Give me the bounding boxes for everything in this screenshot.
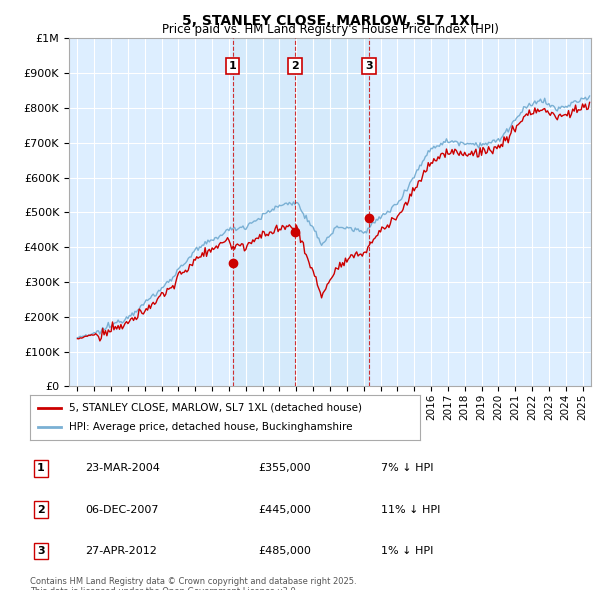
Text: 11% ↓ HPI: 11% ↓ HPI (381, 505, 440, 514)
Text: HPI: Average price, detached house, Buckinghamshire: HPI: Average price, detached house, Buck… (69, 422, 353, 432)
Text: £485,000: £485,000 (259, 546, 311, 556)
Text: 1% ↓ HPI: 1% ↓ HPI (381, 546, 433, 556)
Text: 2: 2 (291, 61, 299, 71)
Bar (233, 38, 369, 386)
Text: 3: 3 (37, 546, 44, 556)
Text: 5, STANLEY CLOSE, MARLOW, SL7 1XL: 5, STANLEY CLOSE, MARLOW, SL7 1XL (182, 14, 478, 28)
Text: 7% ↓ HPI: 7% ↓ HPI (381, 464, 434, 473)
Text: 2: 2 (37, 505, 44, 514)
Text: 06-DEC-2007: 06-DEC-2007 (85, 505, 159, 514)
Text: £355,000: £355,000 (259, 464, 311, 473)
Text: Price paid vs. HM Land Registry's House Price Index (HPI): Price paid vs. HM Land Registry's House … (161, 23, 499, 36)
Text: 23-MAR-2004: 23-MAR-2004 (85, 464, 160, 473)
Text: 27-APR-2012: 27-APR-2012 (85, 546, 157, 556)
Text: 1: 1 (37, 464, 44, 473)
Text: £445,000: £445,000 (259, 505, 311, 514)
Text: 3: 3 (365, 61, 373, 71)
Text: 5, STANLEY CLOSE, MARLOW, SL7 1XL (detached house): 5, STANLEY CLOSE, MARLOW, SL7 1XL (detac… (69, 403, 362, 412)
Text: Contains HM Land Registry data © Crown copyright and database right 2025.
This d: Contains HM Land Registry data © Crown c… (30, 577, 356, 590)
Text: 1: 1 (229, 61, 236, 71)
